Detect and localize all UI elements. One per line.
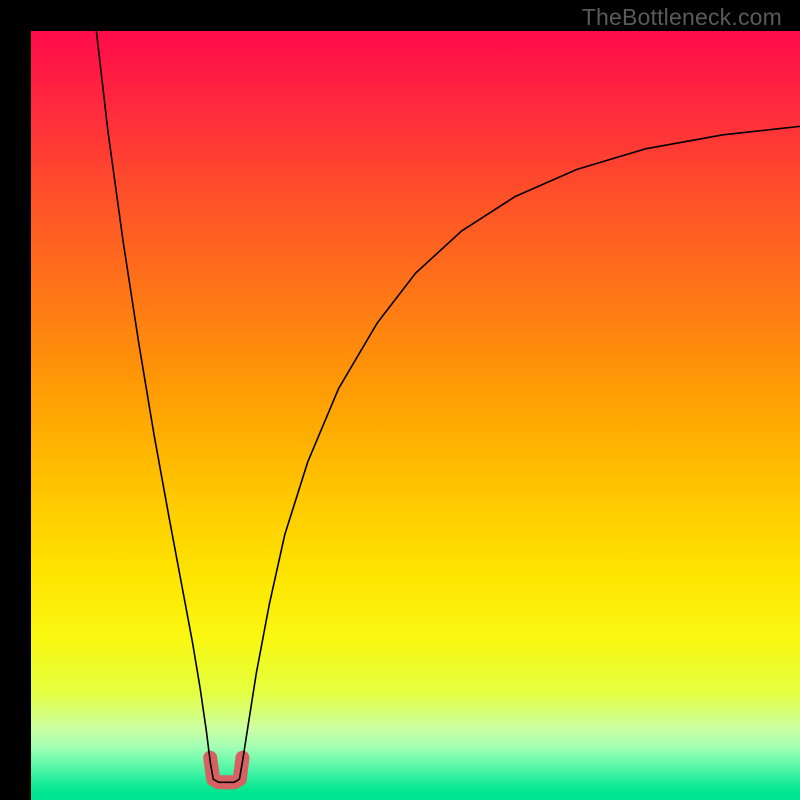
watermark-label: TheBottleneck.com [582, 4, 782, 31]
chart-frame: TheBottleneck.com [0, 0, 800, 800]
bottleneck-chart [31, 31, 800, 800]
chart-background [31, 31, 800, 800]
